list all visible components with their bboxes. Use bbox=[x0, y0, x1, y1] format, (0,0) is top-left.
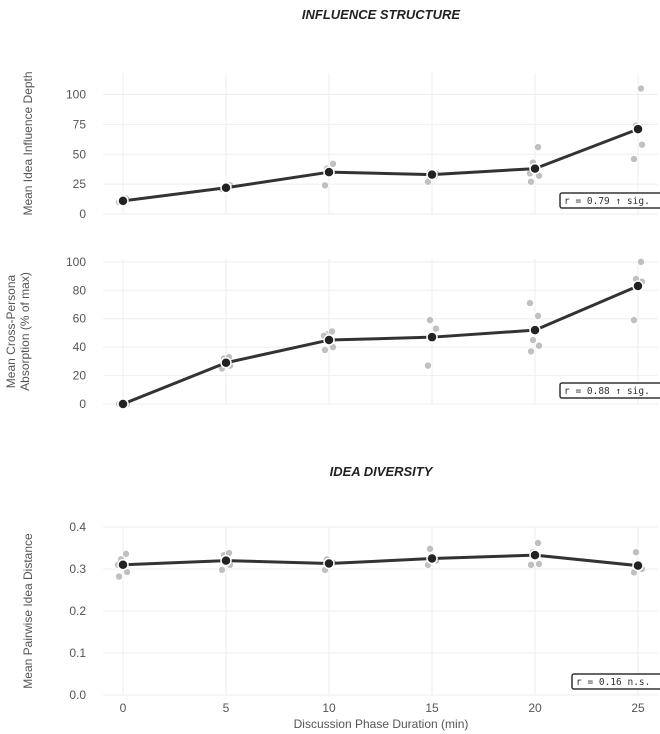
raw-point bbox=[527, 177, 536, 186]
x-tick-label: 25 bbox=[631, 701, 645, 715]
raw-point bbox=[638, 140, 647, 149]
mean-line bbox=[122, 127, 639, 203]
correlation-annotation: r = 0.88 ↑ sig. bbox=[564, 386, 650, 397]
y-tick-label: 100 bbox=[66, 255, 86, 269]
y-axis-label: Mean Pairwise Idea Distance bbox=[21, 533, 35, 689]
raw-point bbox=[632, 548, 641, 557]
raw-point bbox=[526, 299, 535, 308]
x-axis-label: Discussion Phase Duration (min) bbox=[294, 717, 469, 731]
mean-point bbox=[632, 280, 644, 292]
y-tick-label: 60 bbox=[73, 312, 87, 326]
correlation-box bbox=[559, 192, 660, 209]
y-tick-label: 0.2 bbox=[69, 604, 86, 618]
raw-point bbox=[527, 560, 536, 569]
y-tick-label: 50 bbox=[73, 147, 87, 161]
y-tick-label: 0 bbox=[79, 207, 86, 221]
correlation-box bbox=[559, 382, 660, 399]
raw-point bbox=[431, 324, 440, 333]
raw-point bbox=[527, 347, 536, 356]
section-title-influence: INFLUENCE STRUCTURE bbox=[302, 7, 460, 22]
mean-point bbox=[220, 181, 232, 194]
raw-point bbox=[320, 345, 329, 354]
mean-point bbox=[117, 559, 129, 571]
raw-point bbox=[425, 544, 434, 553]
mean-point bbox=[220, 357, 232, 369]
section-title-diversity: IDEA DIVERSITY bbox=[330, 464, 434, 479]
y-tick-label: 100 bbox=[66, 88, 86, 102]
raw-point bbox=[423, 361, 432, 370]
mean-point bbox=[323, 557, 335, 570]
panel-3: 0.0 0.1 0.2 0.3 0.4 Mean Pairwise Idea Distan… bbox=[21, 520, 660, 702]
raw-point bbox=[217, 565, 226, 574]
mean-point bbox=[529, 162, 541, 175]
panel-2: 0 20 40 60 80 100 Mean Cross-Persona Absorption… bbox=[4, 255, 660, 411]
raw-point bbox=[534, 311, 543, 320]
mean-point bbox=[426, 552, 438, 565]
mean-point bbox=[426, 168, 438, 181]
y-tick-label: 40 bbox=[73, 340, 87, 354]
mean-line bbox=[122, 553, 639, 568]
raw-point bbox=[122, 549, 131, 558]
raw-point bbox=[630, 316, 639, 325]
mean-point bbox=[529, 549, 541, 561]
mean-point bbox=[323, 166, 335, 178]
y-tick-label: 80 bbox=[73, 283, 87, 297]
raw-point bbox=[534, 143, 543, 152]
x-tick-label: 10 bbox=[322, 701, 336, 715]
x-tick-label: 0 bbox=[120, 701, 127, 715]
y-axis-label: Mean Idea Influence Depth bbox=[21, 71, 35, 215]
mean-point bbox=[323, 334, 335, 346]
raw-point bbox=[535, 341, 544, 350]
mean-point bbox=[117, 195, 129, 207]
raw-point bbox=[327, 327, 336, 336]
y-tick-label: 0.4 bbox=[69, 520, 86, 534]
raw-point bbox=[529, 336, 538, 345]
y-axis-label: Mean Cross-Persona bbox=[4, 274, 18, 388]
y-tick-label: 0 bbox=[79, 397, 86, 411]
correlation-annotation: r = 0.16 n.s. bbox=[576, 677, 650, 688]
x-tick-label: 5 bbox=[223, 701, 230, 715]
mean-point bbox=[632, 559, 644, 572]
mean-point bbox=[632, 123, 644, 135]
y-tick-label: 0.3 bbox=[69, 562, 86, 576]
mean-point bbox=[117, 398, 129, 410]
y-tick-label: 20 bbox=[73, 369, 87, 383]
raw-point bbox=[630, 155, 639, 164]
mean-point bbox=[426, 331, 438, 343]
mean-line bbox=[122, 284, 639, 406]
mean-point bbox=[529, 324, 541, 336]
y-axis-label: Absorption (% of max) bbox=[18, 272, 32, 391]
correlation-annotation: r = 0.79 ↑ sig. bbox=[564, 196, 650, 207]
raw-point bbox=[328, 159, 337, 168]
x-tick-label: 20 bbox=[528, 701, 542, 715]
raw-point bbox=[534, 538, 543, 547]
y-tick-label: 25 bbox=[73, 177, 87, 191]
raw-point bbox=[115, 572, 124, 581]
y-tick-label: 75 bbox=[73, 117, 87, 131]
raw-point bbox=[320, 181, 329, 190]
raw-point bbox=[637, 84, 646, 93]
y-tick-label: 0.0 bbox=[69, 688, 86, 702]
panel-1: 0 25 50 75 100 Mean Idea Influence Depth r = 0… bbox=[21, 71, 660, 221]
raw-point bbox=[535, 559, 544, 568]
raw-point bbox=[425, 316, 434, 325]
x-tick-label: 15 bbox=[425, 701, 439, 715]
y-tick-label: 0.1 bbox=[69, 646, 86, 660]
mean-point bbox=[220, 554, 232, 567]
raw-point bbox=[637, 257, 646, 266]
correlation-box bbox=[571, 673, 660, 690]
